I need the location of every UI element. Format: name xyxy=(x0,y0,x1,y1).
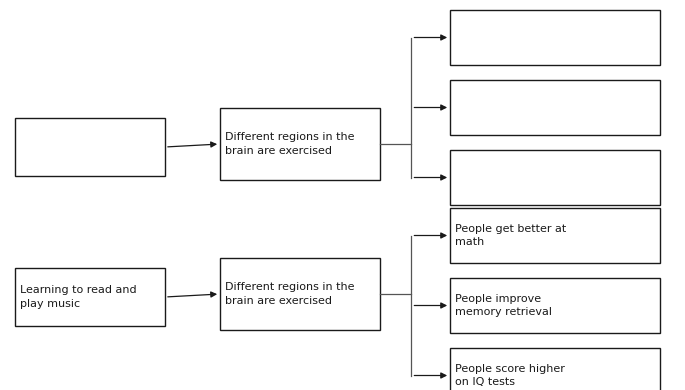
Text: People get better at
math: People get better at math xyxy=(455,224,566,247)
Bar xyxy=(450,80,660,135)
Text: People improve
memory retrieval: People improve memory retrieval xyxy=(455,294,552,317)
Bar xyxy=(220,258,380,330)
Bar xyxy=(15,118,165,176)
Text: Different regions in the
brain are exercised: Different regions in the brain are exerc… xyxy=(225,132,355,156)
Bar xyxy=(450,150,660,205)
Bar xyxy=(15,268,165,326)
Text: Learning to read and
play music: Learning to read and play music xyxy=(20,285,136,308)
Bar xyxy=(450,278,660,333)
Bar xyxy=(450,10,660,65)
Bar xyxy=(220,108,380,180)
Bar xyxy=(450,208,660,263)
Text: Different regions in the
brain are exercised: Different regions in the brain are exerc… xyxy=(225,282,355,306)
Text: People score higher
on IQ tests: People score higher on IQ tests xyxy=(455,364,565,387)
Bar xyxy=(450,348,660,390)
